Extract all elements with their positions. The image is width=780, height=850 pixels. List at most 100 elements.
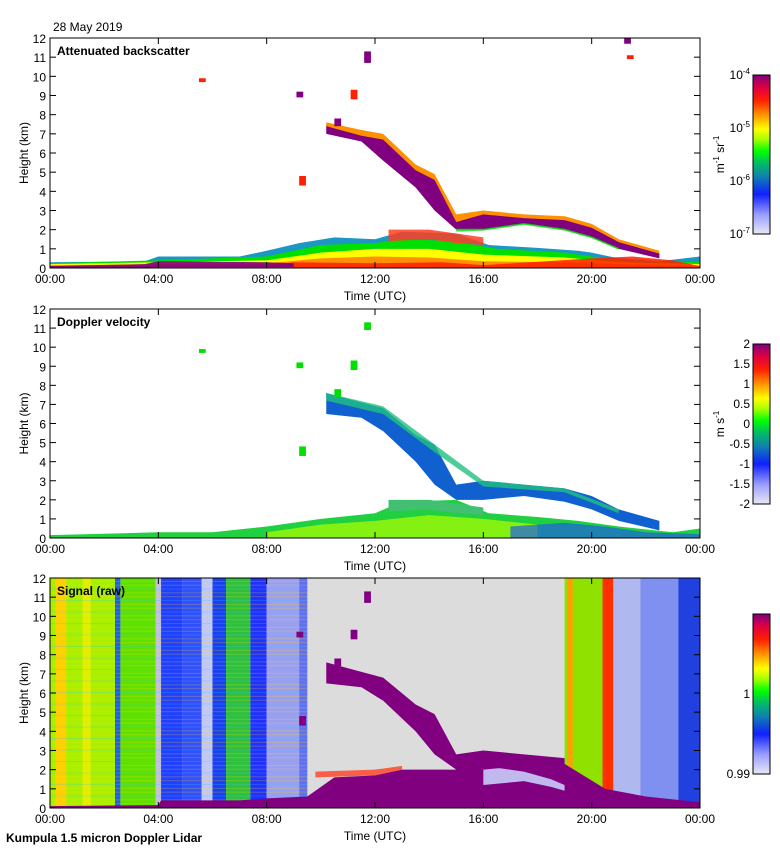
signal-noise-row <box>50 715 308 716</box>
x-tick-label: 08:00 <box>252 812 282 826</box>
signal-gap <box>483 765 565 791</box>
x-tick-label: 20:00 <box>577 542 607 556</box>
x-tick-label: 16:00 <box>468 542 498 556</box>
x-tick-label: 00:00 <box>35 812 65 826</box>
signal-noise-row <box>50 749 308 751</box>
signal-noise-row <box>50 745 308 747</box>
y-tick-label: 12 <box>33 32 47 46</box>
x-tick-label: 04:00 <box>143 542 173 556</box>
signal-noise-row <box>50 653 308 655</box>
y-tick-label: 11 <box>34 51 47 65</box>
backscatter-speck <box>364 51 371 63</box>
signal-noise-row <box>50 711 308 713</box>
y-tick-label: 7 <box>39 128 46 142</box>
backscatter-elevated-layer <box>388 229 484 245</box>
signal-noise-row <box>50 646 308 647</box>
x-tick-label: 08:00 <box>252 542 282 556</box>
x-tick-label: 00:00 <box>685 272 715 286</box>
signal-noise-row <box>50 619 308 621</box>
velocity-speck <box>364 322 371 330</box>
y-tick-label: 6 <box>39 418 46 432</box>
signal-noise-row <box>50 799 308 801</box>
y-tick-label: 9 <box>39 630 46 644</box>
colorbar-tick-label: -1 <box>739 457 750 471</box>
backscatter-speck <box>198 78 206 83</box>
signal-noise-row <box>50 638 308 640</box>
x-tick-label: 00:00 <box>685 812 715 826</box>
panel-title: Signal (raw) <box>57 584 125 598</box>
colorbar-tick-label: 10-6 <box>730 173 751 188</box>
x-tick-label: 00:00 <box>35 272 65 286</box>
colorbar-tick-label: 10-7 <box>730 226 751 241</box>
signal-noise-row <box>50 665 308 667</box>
signal-noise-row <box>50 626 308 628</box>
colorbar <box>752 74 771 235</box>
y-tick-label: 3 <box>39 745 46 759</box>
velocity-speck <box>296 362 304 369</box>
y-tick-label: 10 <box>33 341 47 355</box>
signal-speck <box>299 716 306 726</box>
velocity-speck <box>299 446 306 456</box>
signal-noise-row <box>50 661 308 663</box>
y-tick-label: 10 <box>33 70 47 84</box>
x-tick-label: 12:00 <box>360 272 390 286</box>
panel-title: Attenuated backscatter <box>57 44 190 58</box>
signal-noise-row <box>50 603 308 605</box>
x-axis-label: Time (UTC) <box>344 559 406 573</box>
y-tick-label: 2 <box>39 224 46 238</box>
signal-noise-row <box>50 676 308 678</box>
signal-noise-row <box>50 699 308 701</box>
x-tick-label: 04:00 <box>143 272 173 286</box>
backscatter-speck <box>624 38 631 44</box>
signal-noise-row <box>50 672 308 674</box>
x-tick-label: 20:00 <box>577 812 607 826</box>
signal-noise-row <box>50 634 308 636</box>
signal-noise-row <box>50 795 308 797</box>
signal-speck <box>296 631 304 638</box>
x-axis-label: Time (UTC) <box>344 829 406 843</box>
signal-noise-row <box>50 669 308 670</box>
signal-stripe <box>613 578 641 808</box>
signal-noise-row <box>50 791 308 793</box>
y-tick-label: 6 <box>39 147 46 161</box>
signal-noise-row <box>50 630 308 632</box>
signal-noise-row <box>50 611 308 613</box>
colorbar-tick-label: 1 <box>743 377 750 391</box>
y-tick-label: 12 <box>33 303 47 317</box>
colorbar-tick-label: 0 <box>743 417 750 431</box>
signal-stripe <box>82 578 91 808</box>
y-axis-label: Height (km) <box>17 392 31 454</box>
y-tick-label: 12 <box>33 572 47 586</box>
signal-cloud <box>326 662 565 772</box>
signal-noise-row <box>50 642 308 644</box>
colorbar-tick-label: 0.99 <box>727 767 751 781</box>
date-label: 28 May 2019 <box>53 20 123 34</box>
colorbar-tick-label: -0.5 <box>729 437 750 451</box>
signal-noise-row <box>50 757 308 759</box>
signal-noise-row <box>50 649 308 651</box>
velocity-cloud-top <box>326 392 619 514</box>
signal-noise-row <box>50 780 308 782</box>
y-tick-label: 2 <box>39 494 46 508</box>
signal-noise-row <box>50 707 308 709</box>
y-tick-label: 5 <box>39 706 46 720</box>
velocity-speck <box>350 360 358 371</box>
x-tick-label: 16:00 <box>468 812 498 826</box>
signal-noise-row <box>50 776 308 778</box>
signal-noise-row <box>50 600 308 601</box>
colorbar <box>752 343 771 505</box>
signal-noise-row <box>50 596 308 598</box>
signal-speck <box>350 629 358 640</box>
x-axis-label: Time (UTC) <box>344 289 406 303</box>
y-tick-label: 2 <box>39 764 46 778</box>
signal-noise-row <box>50 730 308 732</box>
x-tick-label: 08:00 <box>252 272 282 286</box>
signal-stripe <box>201 578 213 808</box>
signal-noise-row <box>50 615 308 617</box>
colorbar-tick-label: 0.5 <box>733 397 750 411</box>
backscatter-speck <box>350 89 358 100</box>
backscatter-cloud-base <box>456 222 619 250</box>
y-tick-label: 10 <box>33 610 47 624</box>
panel-title: Doppler velocity <box>57 315 151 329</box>
